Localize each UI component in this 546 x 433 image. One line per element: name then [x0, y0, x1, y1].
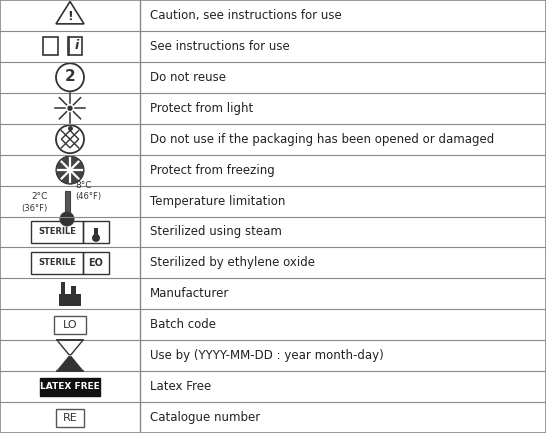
Circle shape — [60, 212, 74, 226]
Bar — [31, 221, 83, 243]
Bar — [68, 37, 82, 55]
Circle shape — [56, 156, 84, 184]
Circle shape — [68, 106, 72, 110]
Text: See instructions for use: See instructions for use — [150, 40, 290, 53]
Text: Do not use if the packaging has been opened or damaged: Do not use if the packaging has been ope… — [150, 132, 494, 145]
Text: LATEX FREE: LATEX FREE — [40, 382, 100, 391]
Text: 2: 2 — [64, 69, 75, 84]
Text: LO: LO — [63, 320, 78, 330]
Text: Protect from freezing: Protect from freezing — [150, 164, 275, 177]
Polygon shape — [57, 357, 83, 371]
Bar — [83, 221, 109, 243]
Text: Protect from light: Protect from light — [150, 102, 253, 115]
Bar — [54, 316, 86, 334]
Bar — [56, 409, 84, 427]
Text: i: i — [75, 39, 79, 52]
Bar — [43, 37, 58, 55]
Text: Temperature limitation: Temperature limitation — [150, 194, 286, 207]
Text: (36°F): (36°F) — [22, 204, 48, 213]
Text: Catalogue number: Catalogue number — [150, 411, 260, 424]
Bar — [31, 252, 83, 274]
Bar — [72, 286, 75, 294]
Text: 2°C: 2°C — [32, 191, 48, 200]
Circle shape — [92, 234, 100, 242]
Bar — [61, 282, 65, 294]
Bar — [94, 228, 98, 238]
Text: STERILE: STERILE — [38, 259, 76, 268]
Text: 8°C: 8°C — [75, 181, 92, 190]
Text: (46°F): (46°F) — [75, 191, 101, 200]
Text: Batch code: Batch code — [150, 318, 216, 331]
Text: Latex Free: Latex Free — [150, 380, 211, 393]
Text: Sterilized using steam: Sterilized using steam — [150, 226, 282, 239]
Text: Use by (YYYY-MM-DD : year month-day): Use by (YYYY-MM-DD : year month-day) — [150, 349, 384, 362]
Bar — [64, 191, 69, 219]
Bar — [40, 378, 100, 396]
Bar — [83, 252, 109, 274]
Text: Manufacturer: Manufacturer — [150, 288, 229, 301]
Text: STERILE: STERILE — [38, 227, 76, 236]
Bar — [59, 294, 81, 307]
Text: RE: RE — [63, 413, 78, 423]
Text: Do not reuse: Do not reuse — [150, 71, 226, 84]
Text: Caution, see instructions for use: Caution, see instructions for use — [150, 9, 342, 22]
Text: EO: EO — [88, 258, 103, 268]
Text: Sterilized by ethylene oxide: Sterilized by ethylene oxide — [150, 256, 315, 269]
Text: !: ! — [67, 10, 73, 23]
